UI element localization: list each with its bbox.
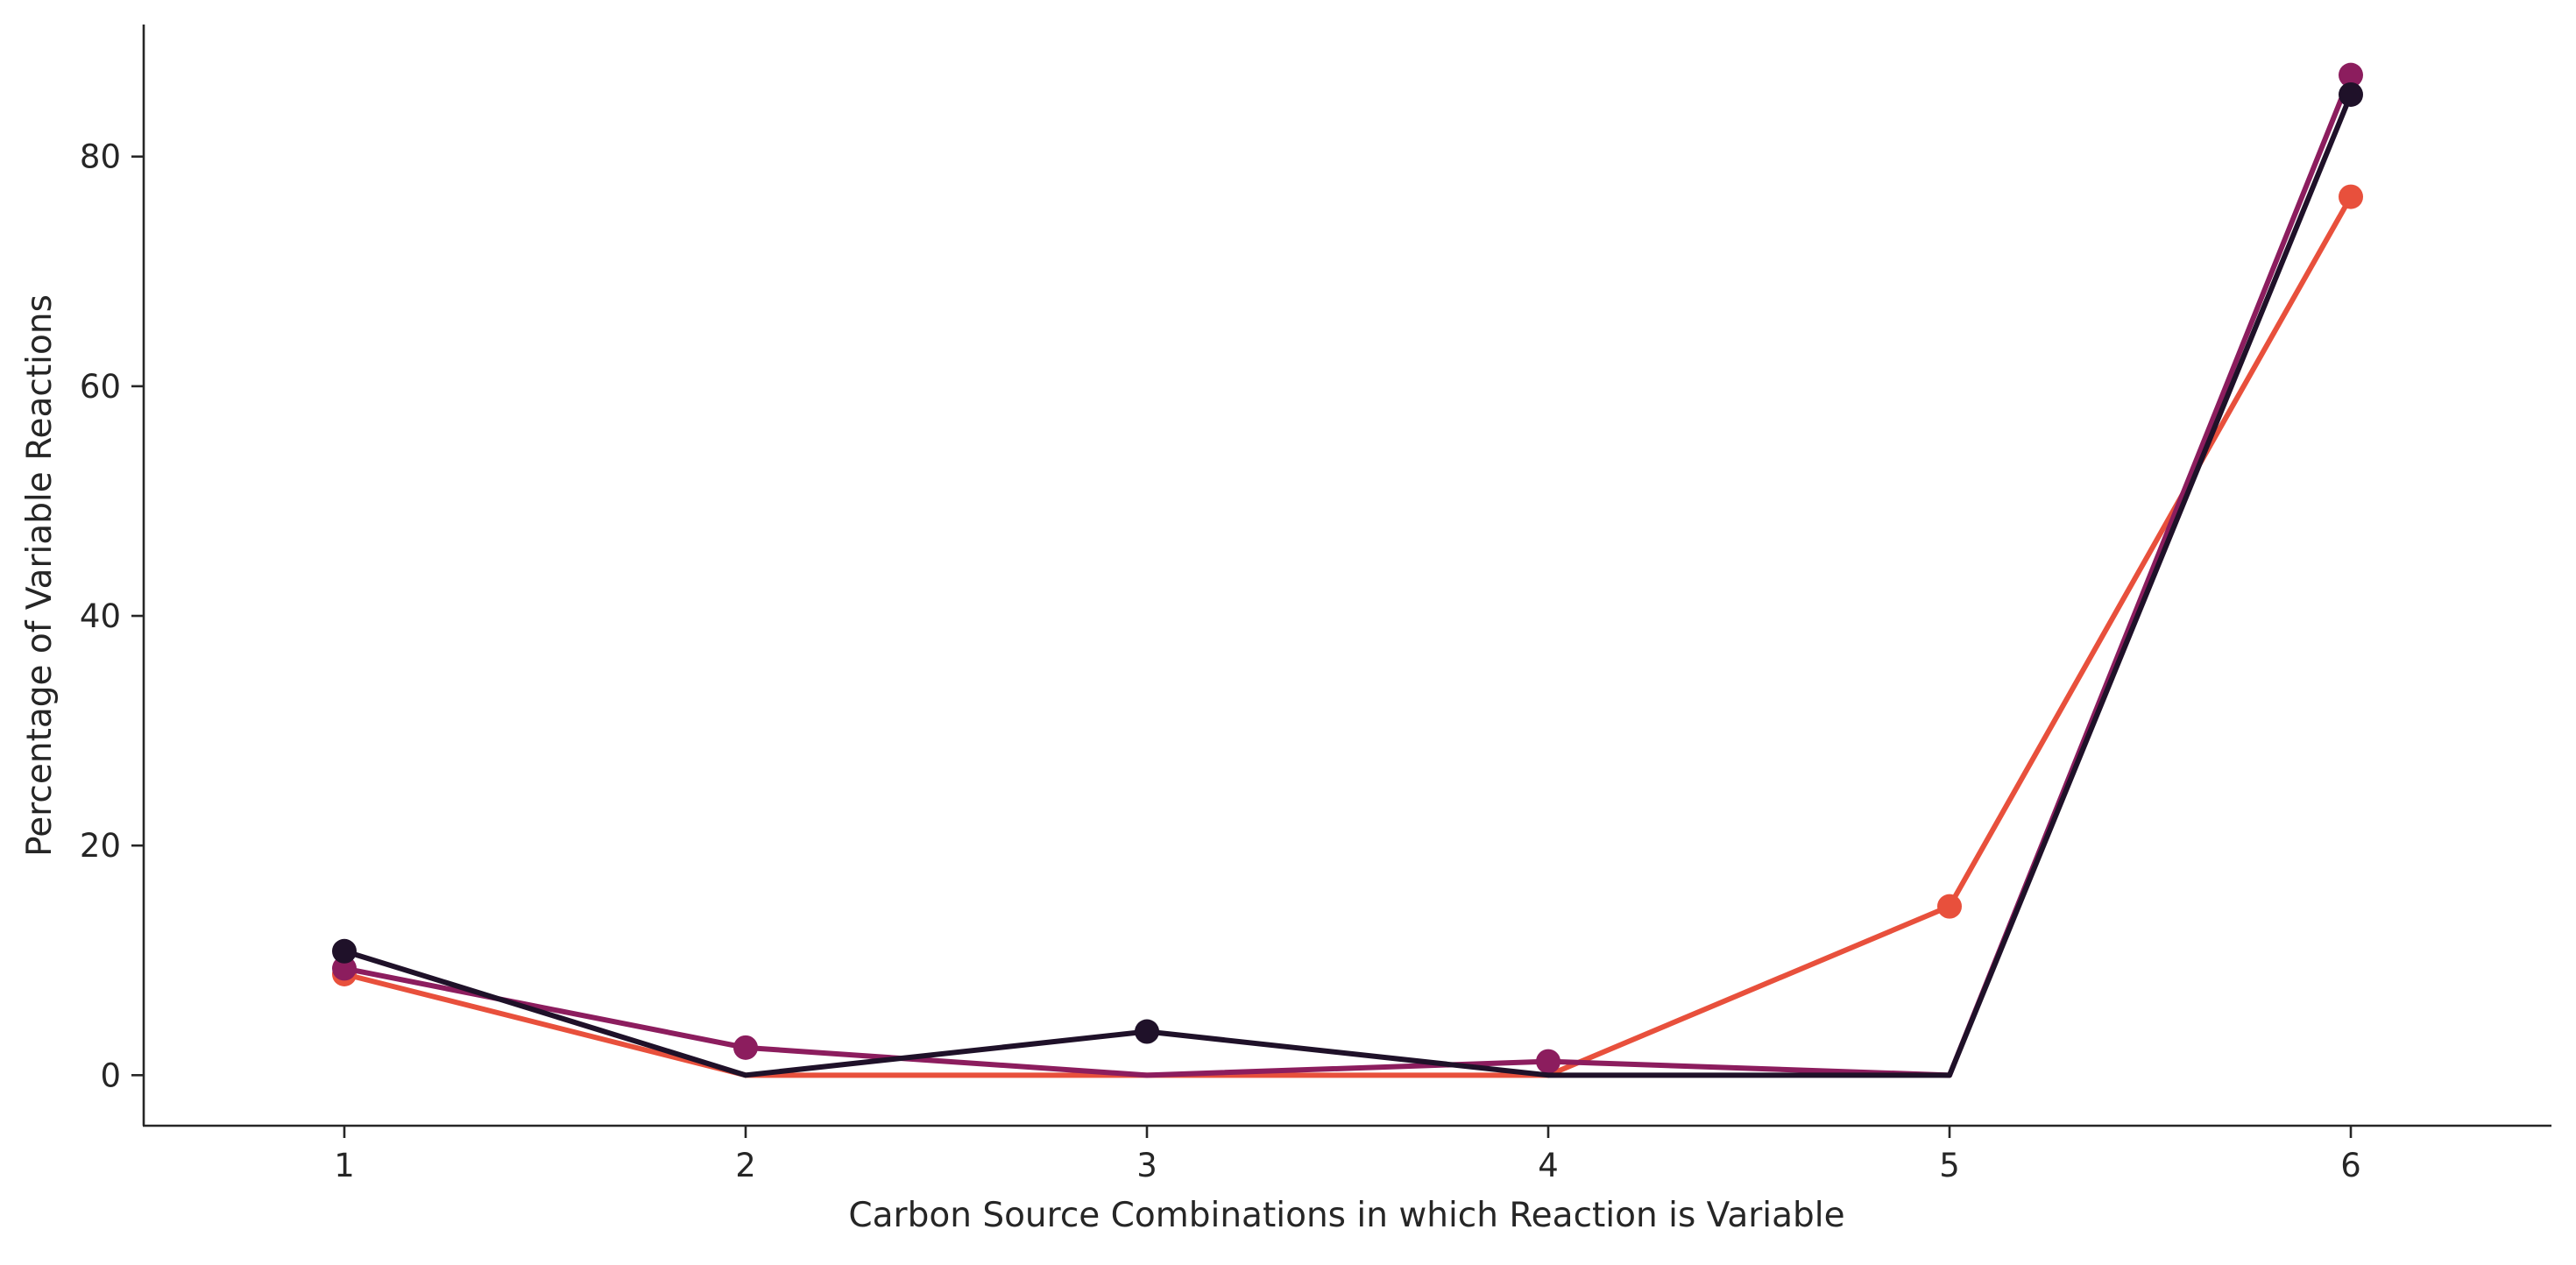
series-2-point (332, 956, 357, 981)
x-axis-label: Carbon Source Combinations in which Reac… (848, 1196, 1844, 1235)
y-tick-label: 60 (80, 368, 121, 406)
y-axis-label: Percentage of Variable Reactions (20, 294, 60, 857)
x-tick-label: 6 (2340, 1147, 2361, 1184)
series-2 (332, 62, 2363, 1078)
y-tick-label: 20 (80, 827, 121, 865)
series-3-point (332, 938, 357, 964)
series-1-point (1937, 894, 1962, 919)
y-tick-label: 40 (80, 597, 121, 635)
series-2-point (2339, 62, 2363, 88)
series-3-line (342, 91, 2353, 1078)
series-3 (332, 81, 2363, 1078)
x-tick-label: 1 (334, 1147, 355, 1184)
x-tick-label: 4 (1538, 1147, 1559, 1184)
series-2-point (1536, 1049, 1560, 1074)
series-3-point (1135, 1019, 1159, 1044)
y-tick-label: 80 (80, 138, 121, 176)
series-2-point (733, 1035, 758, 1060)
series-2-line (342, 72, 2353, 1078)
x-tick-label: 5 (1939, 1147, 1960, 1184)
x-tick-label: 3 (1136, 1147, 1157, 1184)
series-layer (332, 62, 2363, 1078)
series-1 (332, 184, 2363, 1078)
series-3-point (2339, 81, 2363, 107)
y-tick-label: 0 (100, 1057, 121, 1094)
x-tick-label: 2 (735, 1147, 756, 1184)
axes (142, 25, 2551, 1127)
series-1-line (342, 194, 2353, 1078)
series-1-point (2339, 184, 2363, 209)
